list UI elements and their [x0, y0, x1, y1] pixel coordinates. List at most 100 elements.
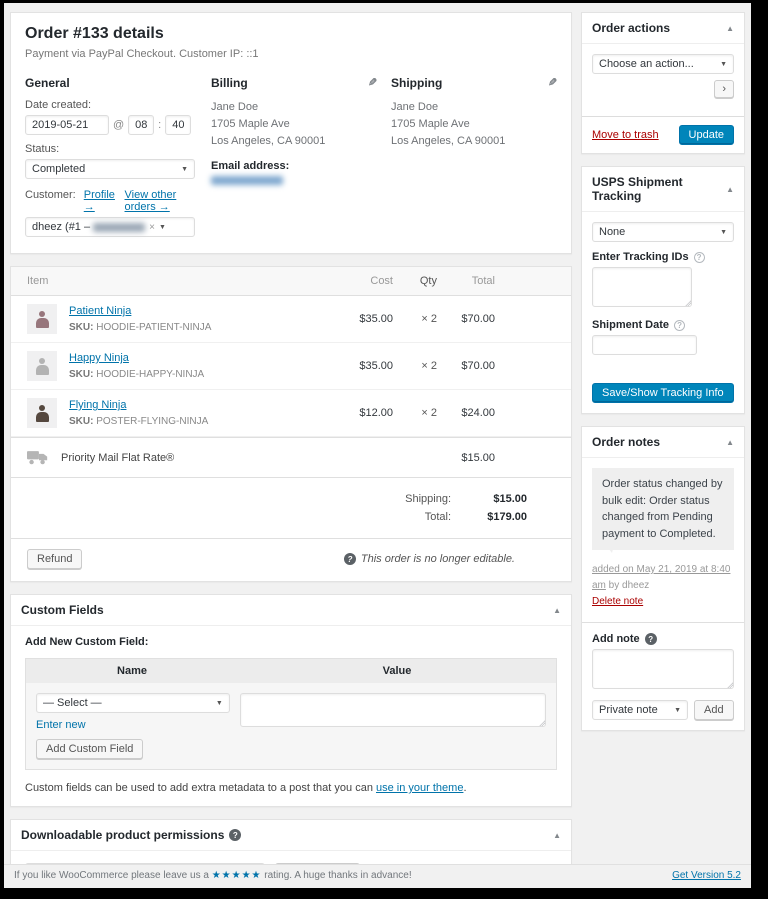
- item-total: $70.00: [461, 313, 495, 325]
- get-version-link[interactable]: Get Version 5.2: [672, 870, 741, 881]
- at-separator: @: [113, 119, 125, 131]
- view-other-orders-link[interactable]: View other orders →: [124, 189, 177, 213]
- help-icon[interactable]: ?: [644, 633, 657, 645]
- item-cost: $12.00: [359, 407, 393, 419]
- collapse-toggle-icon[interactable]: ▲: [726, 437, 734, 447]
- delete-note-link[interactable]: Delete note: [592, 596, 644, 607]
- custom-fields-table-header: Name Value: [25, 658, 557, 683]
- item-total: $24.00: [461, 407, 495, 419]
- col-header-total: Total: [471, 275, 495, 287]
- edit-billing-pencil-icon[interactable]: ✎: [367, 77, 377, 89]
- chevron-down-icon: ▼: [720, 228, 727, 236]
- collapse-toggle-icon[interactable]: ▲: [726, 184, 734, 194]
- hoodie-icon: [35, 357, 49, 375]
- update-button[interactable]: Update: [678, 125, 734, 145]
- name-column-header: Name: [117, 665, 147, 677]
- order-notes-title: Order notes: [592, 435, 661, 449]
- order-status-select[interactable]: Completed ▼: [25, 159, 195, 179]
- admin-footer: If you like WooCommerce please leave us …: [4, 864, 751, 888]
- collapse-toggle-icon[interactable]: ▲: [553, 830, 561, 840]
- help-icon[interactable]: ?: [343, 553, 356, 565]
- minute-input[interactable]: [165, 115, 192, 135]
- product-link[interactable]: Happy Ninja: [69, 352, 129, 364]
- shipping-total-value: $15.00: [493, 493, 527, 505]
- shipping-section: Shipping ✎ Jane Doe 1705 Maple Ave Los A…: [391, 76, 557, 237]
- chevron-down-icon: ▼: [215, 699, 223, 707]
- item-qty: × 2: [421, 360, 437, 372]
- tracking-ids-textarea[interactable]: [592, 267, 692, 307]
- shipment-date-input[interactable]: [592, 335, 697, 355]
- billing-address-line1: 1705 Maple Ave: [211, 118, 290, 131]
- item-qty: × 2: [421, 313, 437, 325]
- product-link[interactable]: Flying Ninja: [69, 399, 127, 411]
- customer-select[interactable]: dheez (#1 – × ▼: [25, 217, 195, 237]
- collapse-toggle-icon[interactable]: ▲: [553, 605, 561, 615]
- choose-action-select[interactable]: Choose an action... ▼: [592, 54, 734, 74]
- items-table-header: Item Cost Qty Total: [11, 267, 571, 296]
- shipping-line-total: $15.00: [461, 451, 495, 464]
- list-item: Order status changed by bulk edit: Order…: [582, 458, 744, 623]
- hour-input[interactable]: [128, 115, 155, 135]
- note-timestamp-link[interactable]: added on May 21, 2019 at 8:40 am: [592, 564, 731, 591]
- date-created-input[interactable]: [25, 115, 109, 135]
- billing-heading: Billing: [211, 76, 248, 90]
- col-header-qty: Qty: [419, 275, 437, 287]
- product-sku: POSTER-FLYING-NINJA: [96, 416, 209, 427]
- help-icon[interactable]: ?: [229, 829, 242, 841]
- note-author: by dheez: [605, 580, 650, 591]
- redacted-billing-email[interactable]: [211, 176, 283, 186]
- add-note-button[interactable]: Add: [694, 700, 734, 720]
- status-label: Status:: [25, 143, 60, 155]
- enter-new-link[interactable]: Enter new: [36, 719, 86, 731]
- order-totals: Shipping: $15.00 Total: $179.00: [11, 478, 571, 539]
- date-created-label: Date created:: [25, 99, 92, 111]
- collapse-toggle-icon[interactable]: ▲: [726, 23, 734, 33]
- tracking-ids-label: Enter Tracking IDs: [592, 251, 689, 263]
- move-to-trash-link[interactable]: Move to trash: [592, 129, 659, 141]
- save-show-tracking-button[interactable]: Save/Show Tracking Info: [592, 383, 734, 403]
- order-note-text: Order status changed by bulk edit: Order…: [592, 468, 734, 553]
- apply-action-button[interactable]: ›: [714, 80, 734, 98]
- help-icon[interactable]: ?: [693, 251, 705, 263]
- custom-field-value-textarea[interactable]: [239, 693, 546, 727]
- product-thumbnail: [27, 398, 57, 428]
- table-row: Patient Ninja SKU: HOODIE-PATIENT-NINJA …: [11, 296, 571, 343]
- clear-icon[interactable]: ×: [149, 221, 155, 233]
- shipping-line-row: Priority Mail Flat Rate® $15.00: [11, 437, 571, 478]
- order-total-label: Total:: [424, 511, 451, 523]
- shipping-total-label: Shipping:: [405, 493, 451, 505]
- shipment-date-label: Shipment Date: [592, 319, 670, 331]
- shipping-method-name: Priority Mail Flat Rate®: [61, 451, 175, 464]
- refund-button[interactable]: Refund: [27, 549, 83, 569]
- hoodie-icon: [35, 310, 49, 328]
- billing-name: Jane Doe: [211, 101, 259, 113]
- note-type-select[interactable]: Private note ▼: [592, 700, 688, 720]
- chevron-down-icon: ▼: [158, 223, 166, 231]
- add-note-textarea[interactable]: [592, 649, 734, 689]
- colon-separator: :: [158, 119, 162, 131]
- usps-tracking-title: USPS Shipment Tracking: [592, 175, 683, 203]
- custom-field-name-select[interactable]: — Select — ▼: [36, 693, 230, 713]
- customer-profile-link[interactable]: Profile →: [83, 189, 115, 213]
- help-icon[interactable]: ?: [674, 319, 686, 331]
- add-new-custom-field-label: Add New Custom Field:: [25, 636, 149, 648]
- admin-screen: Order #133 details Payment via PayPal Ch…: [4, 3, 751, 888]
- product-link[interactable]: Patient Ninja: [69, 305, 132, 317]
- item-qty: × 2: [421, 407, 437, 419]
- shipping-heading: Shipping: [391, 76, 443, 90]
- order-actions-title: Order actions: [592, 21, 671, 35]
- col-header-cost: Cost: [370, 275, 393, 287]
- value-column-header: Value: [382, 665, 412, 677]
- add-note-label: Add note: [592, 633, 640, 645]
- use-in-theme-link[interactable]: use in your theme: [376, 782, 464, 794]
- poster-icon: [35, 404, 49, 422]
- add-custom-field-button[interactable]: Add Custom Field: [36, 739, 144, 759]
- item-cost: $35.00: [359, 313, 393, 325]
- edit-shipping-pencil-icon[interactable]: ✎: [547, 77, 557, 89]
- order-actions-row: Refund ? This order is no longer editabl…: [11, 539, 571, 581]
- rating-stars-link[interactable]: ★★★★★: [211, 870, 262, 881]
- col-header-item: Item: [27, 275, 49, 287]
- order-subtitle: Payment via PayPal Checkout. Customer IP…: [25, 48, 259, 60]
- product-thumbnail: [27, 304, 57, 334]
- tracking-provider-select[interactable]: None ▼: [592, 222, 734, 242]
